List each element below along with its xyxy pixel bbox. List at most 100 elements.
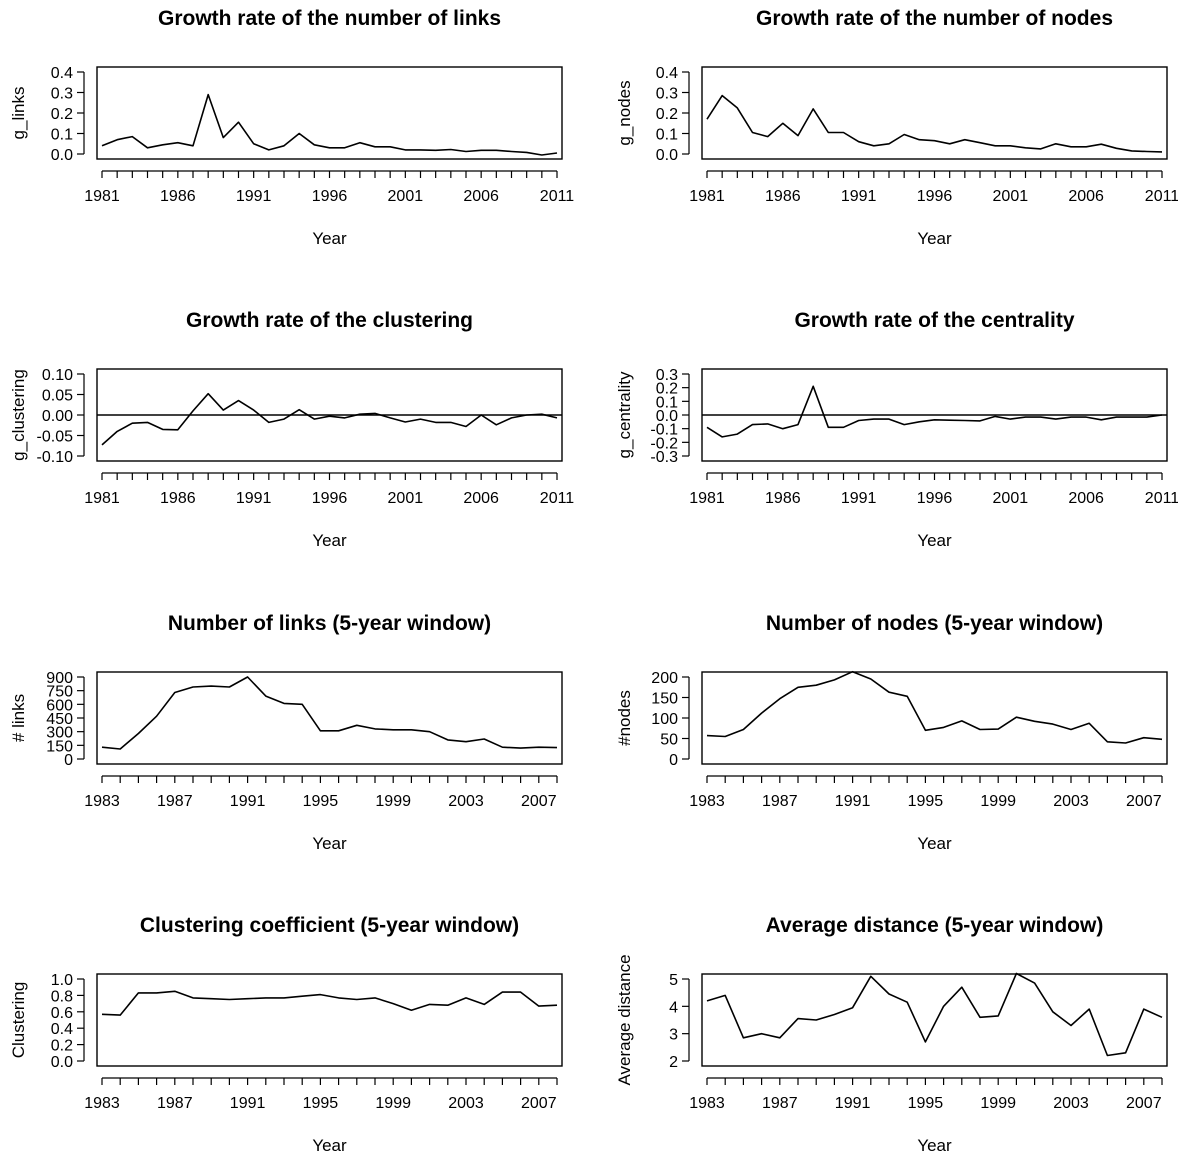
y-tick-label: 150 (46, 738, 73, 755)
data-point-1987 (191, 144, 195, 148)
data-point-2007 (1099, 418, 1103, 422)
data-point-1995 (312, 417, 316, 421)
x-tick-label: 2001 (993, 490, 1029, 507)
y-axis-label: Average distance (615, 954, 634, 1085)
data-point-1994 (297, 408, 301, 412)
y-tick-label: -0.2 (650, 435, 678, 452)
x-tick-label: 2007 (1126, 793, 1162, 810)
y-tick-label: -0.05 (37, 429, 74, 446)
data-point-2001 (1033, 719, 1037, 723)
x-axis-label: Year (312, 229, 347, 248)
x-axis-label: Year (312, 531, 347, 550)
data-point-1986 (155, 991, 159, 995)
y-tick-label: 0.4 (51, 65, 73, 82)
data-point-1989 (826, 130, 830, 134)
data-point-2003 (1039, 147, 1043, 151)
data-point-1994 (905, 694, 909, 698)
x-axis-label: Year (917, 531, 952, 550)
y-tick-label: 50 (660, 732, 678, 749)
data-point-1999 (978, 419, 982, 423)
x-tick-label: 1999 (375, 1095, 411, 1112)
data-point-1991 (252, 408, 256, 412)
y-tick-label: 0.4 (51, 1021, 73, 1038)
y-tick-label: 600 (46, 697, 73, 714)
series-line (101, 676, 558, 750)
data-point-1983 (130, 135, 134, 139)
data-point-2007 (1099, 142, 1103, 146)
data-point-1993 (887, 417, 891, 421)
data-point-2002 (446, 738, 450, 742)
data-point-1991 (851, 1006, 855, 1010)
data-point-2000 (1014, 715, 1018, 719)
data-point-1989 (221, 408, 225, 412)
x-tick-label: 1983 (689, 1095, 725, 1112)
x-tick-label: 1986 (765, 188, 801, 205)
data-point-1988 (206, 392, 210, 396)
data-point-1984 (118, 1013, 122, 1017)
data-point-1981 (705, 117, 709, 121)
data-point-1986 (781, 427, 785, 431)
x-tick-label: 2001 (388, 490, 424, 507)
data-point-1996 (337, 996, 341, 1000)
data-point-1989 (826, 425, 830, 429)
data-point-2009 (1130, 149, 1134, 153)
data-point-2004 (1054, 417, 1058, 421)
x-tick-label: 2003 (448, 1095, 484, 1112)
x-tick-label: 2007 (521, 793, 557, 810)
data-point-1993 (282, 144, 286, 148)
data-point-1996 (933, 139, 937, 143)
y-tick-label: 0.1 (51, 127, 73, 144)
data-point-1995 (917, 420, 921, 424)
data-point-2011 (1160, 150, 1164, 154)
data-point-1997 (343, 416, 347, 420)
plot-frame (96, 66, 563, 160)
data-point-2009 (1130, 415, 1134, 419)
chart-panel-g-links: Growth rate of the number of links 0.0 0.1… (9, 7, 574, 248)
data-point-1982 (720, 435, 724, 439)
data-point-2003 (434, 148, 438, 152)
data-point-1994 (300, 702, 304, 706)
x-tick-label: 2003 (1053, 1095, 1089, 1112)
data-point-1997 (948, 142, 952, 146)
data-point-2011 (555, 416, 559, 420)
data-point-2006 (1084, 415, 1088, 419)
data-point-1992 (267, 420, 271, 424)
data-point-2001 (428, 1002, 432, 1006)
data-point-1991 (857, 140, 861, 144)
data-point-1982 (115, 138, 119, 142)
data-point-1990 (832, 1013, 836, 1017)
chart-title: Number of nodes (5-year window) (766, 612, 1103, 635)
data-point-1993 (887, 142, 891, 146)
data-point-2001 (1008, 144, 1012, 148)
data-point-1989 (814, 683, 818, 687)
plot-frame (96, 973, 563, 1067)
data-point-2002 (419, 148, 423, 152)
data-point-2009 (525, 150, 529, 154)
x-tick-label: 2011 (1145, 188, 1178, 205)
x-tick-label: 1991 (841, 490, 877, 507)
data-point-2011 (1160, 413, 1164, 417)
x-tick-label: 1983 (689, 793, 725, 810)
data-point-2007 (1142, 1007, 1146, 1011)
data-point-1990 (237, 399, 241, 403)
data-point-2005 (464, 424, 468, 428)
y-tick-label: 0.0 (656, 147, 678, 164)
y-tick-label: 0.1 (656, 127, 678, 144)
x-tick-label: 2006 (463, 490, 499, 507)
x-tick-label: 1987 (762, 793, 798, 810)
x-tick-label: 1991 (236, 490, 272, 507)
data-point-2004 (449, 420, 453, 424)
data-point-1989 (814, 1018, 818, 1022)
x-tick-label: 1983 (84, 1095, 120, 1112)
chart-title: Growth rate of the clustering (186, 309, 473, 332)
y-tick-label: 0.10 (42, 367, 73, 384)
data-point-2004 (482, 1002, 486, 1006)
y-tick-label: 0.2 (656, 106, 678, 123)
data-point-1988 (191, 996, 195, 1000)
y-axis-label: # links (9, 694, 28, 742)
x-tick-label: 1987 (157, 1095, 193, 1112)
x-tick-label: 2007 (1126, 1095, 1162, 1112)
data-point-2000 (409, 728, 413, 732)
data-point-1988 (811, 107, 815, 111)
data-point-1996 (942, 1004, 946, 1008)
